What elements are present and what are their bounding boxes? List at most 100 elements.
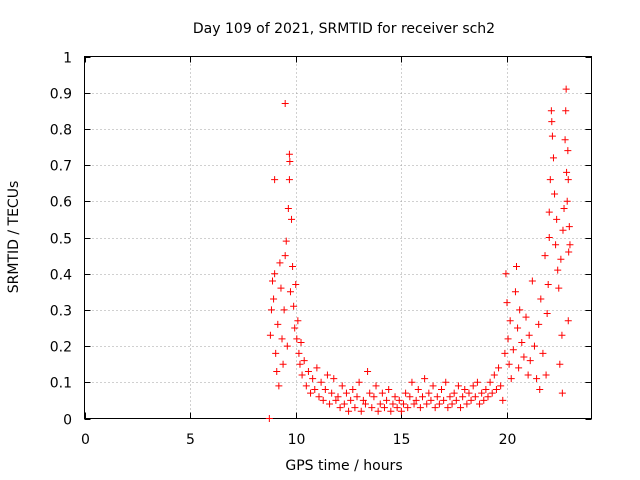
data-point [544,281,552,289]
data-point [423,400,431,408]
data-point [286,157,294,165]
data-point [548,132,556,140]
data-point [278,335,286,343]
data-point [295,349,303,357]
data-point [302,382,310,390]
data-point [383,396,391,404]
data-point [290,302,298,310]
y-tick-label: 0.1 [50,376,72,392]
data-point [556,360,564,368]
data-point [408,378,416,386]
data-point [376,400,384,408]
data-point [374,407,382,415]
data-point [321,386,329,394]
data-point [387,407,395,415]
data-point [563,168,571,176]
data-point [442,378,450,386]
data-point [285,150,293,158]
data-point [319,396,327,404]
data-point [419,393,426,401]
data-point [364,367,372,375]
data-point [545,208,553,216]
data-point [391,393,399,401]
data-point [450,389,458,397]
data-point [520,353,528,361]
data-point [440,396,448,404]
data-point [484,393,492,401]
data-point [421,375,429,383]
y-tick-label: 0.9 [50,87,72,103]
data-point [446,393,454,401]
data-point [285,176,293,184]
data-point [463,400,471,408]
y-tick-label: 1 [63,51,72,67]
y-tick-label: 0 [63,413,72,429]
data-point [528,277,536,285]
data-point [395,396,403,404]
data-point [267,306,275,314]
data-point [480,396,488,404]
data-point [284,205,292,213]
data-point [435,400,443,408]
data-point [429,382,437,390]
data-point [351,404,359,412]
data-point [270,295,278,303]
data-point [565,248,573,256]
data-point [558,331,566,339]
data-point [294,317,302,325]
data-point [533,375,541,383]
data-point [289,262,297,270]
x-axis-label: GPS time / hours [285,458,402,474]
data-point [488,389,496,397]
data-point [359,396,367,404]
data-point [563,197,571,205]
data-point [427,396,435,404]
data-point [332,396,340,404]
data-point [486,378,494,386]
data-point [559,226,567,234]
data-point [562,85,570,93]
data-point [281,252,289,260]
tick-marks [84,56,592,420]
data-point [416,404,424,412]
data-point [522,313,530,321]
data-point [286,288,294,296]
data-point [279,360,287,368]
data-point [452,396,460,404]
data-point [361,400,369,408]
data-point [564,317,572,325]
data-point [311,386,319,394]
data-point [378,389,386,397]
data-point [338,382,346,390]
data-point [336,404,344,412]
data-point [503,299,511,307]
data-point [328,389,336,397]
data-point [438,386,446,394]
data-point [269,277,277,285]
data-point [389,400,397,408]
data-point [565,223,573,231]
data-point [562,107,570,115]
data-point [282,237,290,245]
data-point [552,241,560,249]
x-tick-label: 20 [499,432,517,448]
data-point [275,382,283,390]
y-tick-label: 0.8 [50,123,72,139]
data-point [273,367,281,375]
data-point [406,393,414,401]
y-tick-label: 0.3 [50,304,72,320]
data-point [555,284,563,292]
data-point [265,415,273,422]
x-tick-label: 15 [393,432,411,448]
data-point [368,404,376,412]
data-point [355,378,363,386]
data-point [515,364,523,372]
data-point [492,386,500,394]
data-point [548,118,556,126]
y-tick-labels: 0 0.1 0.2 0.3 0.4 0.5 0.6 0.7 0.8 0.9 1 [50,51,72,429]
data-point [461,386,469,394]
data-point [542,371,550,379]
data-point [372,382,380,390]
data-point [313,364,321,372]
